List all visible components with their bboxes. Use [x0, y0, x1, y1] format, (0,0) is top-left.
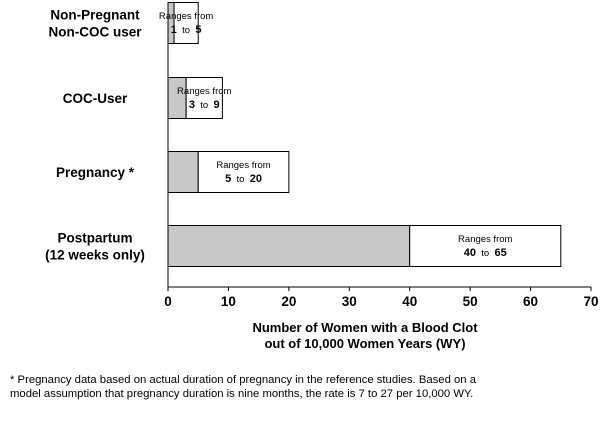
- category-label: Non-COC user: [48, 25, 142, 40]
- range-low: 40: [464, 247, 476, 259]
- range-sep: to: [195, 100, 213, 111]
- x-tick-label: 10: [221, 294, 236, 309]
- x-axis-title-line: Number of Women with a Blood Clot: [252, 320, 478, 335]
- range-sep: to: [476, 248, 494, 259]
- range-annotation-values: 5 to 20: [225, 173, 262, 185]
- bar-low-segment: [167, 77, 187, 119]
- category-labels: Non-Pregnant Non-COC user COC-User Pregnanc…: [45, 8, 145, 263]
- bar-range-segment: [409, 225, 562, 267]
- range-annotation-values: 1 to 5: [171, 24, 202, 36]
- category-label: (12 weeks only): [45, 248, 145, 263]
- category-label: Pregnancy *: [56, 165, 135, 180]
- range-high: 9: [213, 99, 219, 111]
- bar-low-segment: [167, 2, 175, 44]
- x-tick-label: 60: [523, 294, 538, 309]
- bar-range-segment: [173, 2, 199, 44]
- range-annotation-values: 3 to 9: [189, 99, 220, 111]
- x-tick-label: 0: [164, 294, 172, 309]
- x-axis: 0 10 20 30 40 50 60 70: [164, 2, 599, 309]
- range-annotations: Ranges from 1 to 5 Ranges from 3 to 9 Ranges…: [159, 11, 513, 259]
- x-axis-title-line: out of 10,000 Women Years (WY): [264, 336, 465, 351]
- x-tick-label: 40: [402, 294, 417, 309]
- category-label: Postpartum: [57, 231, 132, 246]
- range-high: 5: [195, 24, 201, 36]
- range-annotation-values: 40 to 65: [464, 247, 507, 259]
- range-annotation-prefix: Ranges from: [458, 234, 512, 245]
- range-high: 20: [250, 173, 262, 185]
- range-annotation-prefix: Ranges from: [216, 160, 270, 171]
- x-tick-label: 70: [583, 294, 598, 309]
- bar-low-segment: [167, 225, 411, 267]
- footnote-line-2: model assumption that pregnancy duration…: [10, 388, 474, 400]
- bars: [167, 2, 562, 267]
- x-tick-label: 30: [342, 294, 357, 309]
- category-label: COC-User: [63, 91, 128, 106]
- bar-range-segment: [197, 151, 290, 193]
- range-sep: to: [231, 174, 249, 185]
- range-annotation-prefix: Ranges from: [159, 11, 213, 22]
- bar-low-segment: [167, 151, 199, 193]
- x-tick-label: 20: [281, 294, 296, 309]
- category-label: Non-Pregnant: [50, 8, 140, 23]
- footnote: * Pregnancy data based on actual duratio…: [10, 373, 610, 401]
- bar-range-segment: [185, 77, 223, 119]
- range-low: 1: [171, 24, 177, 36]
- footnote-line-1: * Pregnancy data based on actual duratio…: [10, 374, 476, 386]
- range-low: 3: [189, 99, 195, 111]
- range-high: 65: [494, 247, 506, 259]
- range-low: 5: [225, 173, 231, 185]
- range-sep: to: [177, 25, 195, 36]
- range-annotation-prefix: Ranges from: [177, 86, 231, 97]
- x-tick-label: 50: [463, 294, 478, 309]
